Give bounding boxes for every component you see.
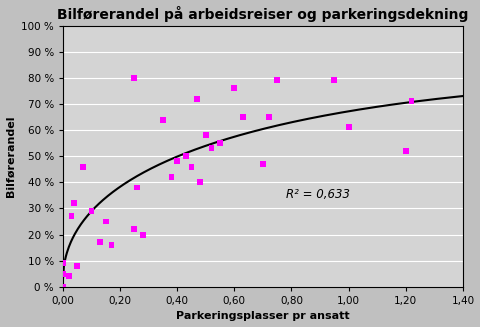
Point bbox=[273, 78, 281, 83]
Point bbox=[202, 133, 210, 138]
Point bbox=[408, 99, 415, 104]
Point bbox=[71, 200, 78, 206]
Point bbox=[131, 75, 138, 80]
Point bbox=[68, 214, 75, 219]
Point bbox=[139, 232, 147, 237]
Point bbox=[216, 141, 224, 146]
Point bbox=[59, 271, 67, 276]
Point bbox=[239, 114, 247, 120]
Point bbox=[102, 219, 109, 224]
X-axis label: Parkeringsplasser pr ansatt: Parkeringsplasser pr ansatt bbox=[176, 311, 350, 321]
Point bbox=[265, 114, 273, 120]
Point bbox=[133, 185, 141, 190]
Point bbox=[402, 148, 409, 154]
Point bbox=[79, 164, 87, 169]
Point bbox=[208, 146, 216, 151]
Point bbox=[131, 227, 138, 232]
Point bbox=[259, 162, 267, 167]
Point bbox=[330, 78, 338, 83]
Point bbox=[173, 159, 181, 164]
Text: R² = 0,633: R² = 0,633 bbox=[286, 188, 350, 201]
Point bbox=[73, 263, 81, 268]
Point bbox=[108, 242, 115, 248]
Point bbox=[59, 261, 67, 266]
Point bbox=[168, 175, 175, 180]
Point bbox=[196, 180, 204, 185]
Point bbox=[159, 117, 167, 122]
Y-axis label: Bilførerandel: Bilførerandel bbox=[6, 115, 15, 197]
Point bbox=[182, 154, 190, 159]
Point bbox=[88, 208, 96, 214]
Point bbox=[188, 164, 195, 169]
Title: Bilførerandel på arbeidsreiser og parkeringsdekning: Bilførerandel på arbeidsreiser og parker… bbox=[57, 6, 468, 22]
Point bbox=[59, 284, 67, 289]
Point bbox=[96, 240, 104, 245]
Point bbox=[65, 274, 72, 279]
Point bbox=[230, 86, 238, 91]
Point bbox=[193, 96, 201, 101]
Point bbox=[345, 125, 352, 130]
